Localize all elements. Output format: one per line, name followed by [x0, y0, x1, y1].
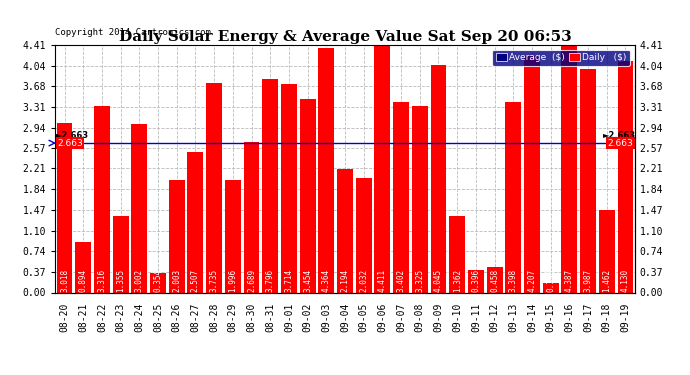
Text: ►2.663: ►2.663: [602, 131, 635, 140]
Text: 3.735: 3.735: [210, 269, 219, 292]
Text: 2.507: 2.507: [191, 269, 200, 292]
Text: 2.032: 2.032: [359, 269, 368, 292]
Bar: [188, 152, 204, 292]
Text: 4.364: 4.364: [322, 269, 331, 292]
Bar: [150, 273, 166, 292]
Text: 2.663: 2.663: [608, 138, 633, 147]
Bar: [131, 124, 147, 292]
Bar: [244, 142, 259, 292]
Text: 0.894: 0.894: [79, 269, 88, 292]
Bar: [337, 170, 353, 292]
Text: 1.355: 1.355: [116, 269, 125, 292]
Bar: [375, 45, 391, 292]
Text: 2.003: 2.003: [172, 269, 181, 292]
Text: 1.996: 1.996: [228, 269, 237, 292]
Bar: [449, 216, 465, 292]
Bar: [393, 102, 409, 292]
Text: 3.325: 3.325: [415, 269, 424, 292]
Text: 4.130: 4.130: [621, 269, 630, 292]
Bar: [543, 282, 559, 292]
Text: 3.402: 3.402: [397, 269, 406, 292]
Bar: [486, 267, 502, 292]
Bar: [299, 99, 315, 292]
Bar: [505, 102, 521, 292]
Text: 3.316: 3.316: [97, 269, 106, 292]
Bar: [599, 210, 615, 292]
Text: 3.987: 3.987: [584, 269, 593, 292]
Text: ►2.663: ►2.663: [56, 131, 89, 140]
Text: 2.663: 2.663: [57, 138, 83, 147]
Text: 0.178: 0.178: [546, 269, 555, 292]
Text: 0.458: 0.458: [490, 269, 499, 292]
Bar: [580, 69, 596, 292]
Text: 4.207: 4.207: [527, 269, 536, 292]
Bar: [262, 80, 278, 292]
Text: Copyright 2014 Cartronics.com: Copyright 2014 Cartronics.com: [55, 28, 211, 37]
Bar: [75, 242, 91, 292]
Bar: [618, 61, 633, 292]
Bar: [431, 66, 446, 292]
Bar: [225, 180, 241, 292]
Bar: [318, 48, 334, 292]
Bar: [57, 123, 72, 292]
Text: 3.002: 3.002: [135, 269, 144, 292]
Text: 2.194: 2.194: [340, 269, 350, 292]
Bar: [356, 178, 372, 292]
Bar: [524, 56, 540, 292]
Text: 1.462: 1.462: [602, 269, 611, 292]
Bar: [562, 46, 578, 292]
Text: 3.018: 3.018: [60, 269, 69, 292]
Text: 3.454: 3.454: [303, 269, 312, 292]
Text: 3.714: 3.714: [284, 269, 293, 292]
Bar: [94, 106, 110, 292]
Legend: Average  ($), Daily   ($): Average ($), Daily ($): [492, 50, 630, 66]
Text: 1.362: 1.362: [453, 269, 462, 292]
Bar: [281, 84, 297, 292]
Text: 4.411: 4.411: [378, 269, 387, 292]
Text: 3.796: 3.796: [266, 269, 275, 292]
Bar: [112, 216, 128, 292]
Bar: [412, 106, 428, 292]
Text: 0.396: 0.396: [471, 269, 480, 292]
Title: Daily Solar Energy & Average Value Sat Sep 20 06:53: Daily Solar Energy & Average Value Sat S…: [119, 30, 571, 44]
Bar: [468, 270, 484, 292]
Text: 0.354: 0.354: [154, 269, 163, 292]
Text: 3.398: 3.398: [509, 269, 518, 292]
Bar: [169, 180, 185, 292]
Bar: [206, 83, 222, 292]
Text: 4.387: 4.387: [565, 269, 574, 292]
Text: 2.689: 2.689: [247, 269, 256, 292]
Text: 4.045: 4.045: [434, 269, 443, 292]
